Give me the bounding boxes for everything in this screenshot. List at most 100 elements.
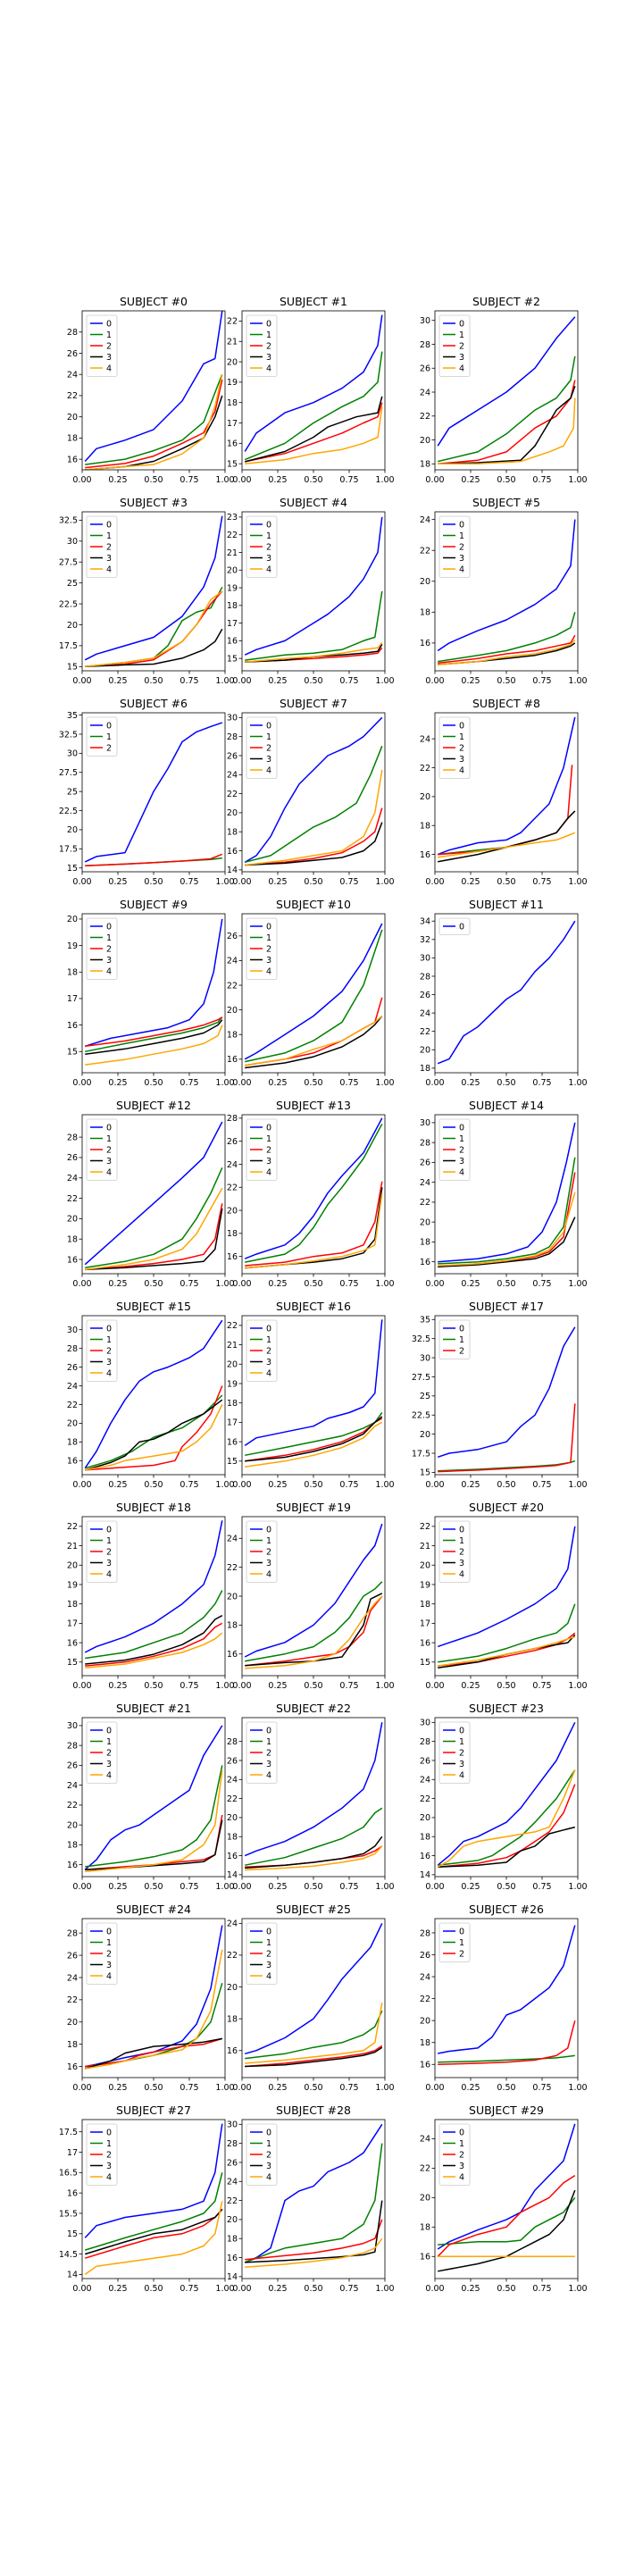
- y-tick-label: 16: [67, 2188, 78, 2198]
- legend-label: 2: [106, 1346, 112, 1356]
- y-tick-label: 18: [227, 828, 238, 838]
- legend-label: 1: [266, 531, 271, 541]
- x-tick-label: 0.75: [339, 676, 358, 686]
- legend-label: 1: [106, 1134, 112, 1144]
- x-tick-label: 0.25: [461, 1279, 480, 1289]
- x-tick-label: 0.25: [108, 1078, 127, 1088]
- legend-label: 2: [266, 1346, 271, 1356]
- series-line-1: [85, 373, 223, 465]
- series-line-2: [245, 997, 383, 1066]
- legend-label: 4: [106, 1971, 112, 1981]
- y-tick-label: 18: [67, 1438, 78, 1448]
- series-line-3: [84, 1399, 223, 1471]
- legend-label: 3: [106, 956, 112, 966]
- x-tick-label: 0.75: [532, 1279, 551, 1289]
- subject-chart: SUBJECT #100.00 0.25 0.50 0.75 1.00161820222…: [227, 898, 395, 1088]
- series-line-0: [438, 1122, 576, 1263]
- y-tick-label: 19: [227, 583, 238, 593]
- legend: 0: [438, 917, 471, 935]
- y-tick-label: 27.5: [412, 1373, 430, 1383]
- legend-label: 2: [106, 542, 112, 552]
- x-tick-label: 0.75: [532, 877, 551, 887]
- chart-title: SUBJECT #12: [116, 1099, 191, 1112]
- y-tick-label: 18: [420, 1238, 430, 1248]
- y-tick-label: 24: [227, 1919, 238, 1929]
- legend-label: 4: [459, 1569, 464, 1579]
- x-tick-label: 1.00: [568, 1078, 587, 1088]
- x-tick-label: 0.75: [339, 877, 358, 887]
- subject-chart: SUBJECT #80.00 0.25 0.50 0.75 1.001618202224…: [420, 697, 588, 887]
- x-tick-label: 0.50: [144, 1681, 163, 1691]
- y-tick-label: 17: [67, 994, 78, 1004]
- y-tick-label: 28: [67, 328, 78, 338]
- legend-label: 3: [266, 1760, 271, 1769]
- y-tick-label: 28: [227, 1737, 238, 1747]
- legend-label: 2: [106, 1949, 112, 1959]
- legend-label: 0: [106, 1324, 112, 1334]
- chart-title: SUBJECT #3: [120, 496, 188, 509]
- y-tick-label: 20: [67, 1820, 78, 1830]
- x-tick-label: 0.50: [304, 1078, 322, 1088]
- subject-chart: SUBJECT #220.00 0.25 0.50 0.75 1.00141618202…: [227, 1702, 395, 1892]
- x-tick-label: 0.00: [72, 475, 91, 485]
- x-tick-label: 0.00: [72, 1078, 91, 1088]
- legend-label: 2: [266, 743, 271, 753]
- x-tick-label: 0.75: [339, 475, 358, 485]
- series-line-1: [245, 746, 383, 864]
- legend-label: 2: [106, 1748, 112, 1758]
- y-tick-label: 20: [420, 1813, 430, 1823]
- x-tick-label: 1.00: [215, 1480, 234, 1490]
- legend-label: 0: [459, 1726, 464, 1735]
- y-tick-label: 21: [227, 338, 238, 347]
- y-tick-label: 28: [420, 1737, 430, 1747]
- series-line-1: [438, 612, 576, 663]
- x-tick-label: 1.00: [568, 877, 587, 887]
- series-lines: [244, 516, 383, 663]
- legend-label: 0: [459, 520, 464, 530]
- legend-label: 3: [106, 1358, 112, 1367]
- legend-label: 1: [106, 1335, 112, 1345]
- x-tick-label: 0.00: [425, 1279, 444, 1289]
- y-tick-label: 26: [67, 1363, 78, 1373]
- series-line-0: [84, 311, 223, 463]
- y-tick-label: 16: [420, 1852, 430, 1861]
- chart-title: SUBJECT #28: [276, 2103, 351, 2117]
- y-tick-label: 22: [227, 2196, 238, 2206]
- x-tick-label: 0.00: [425, 2284, 444, 2294]
- series-lines: [437, 1326, 576, 1473]
- series-line-4: [85, 1949, 223, 2070]
- x-tick-label: 0.75: [532, 1078, 551, 1088]
- legend-label: 1: [459, 1938, 464, 1948]
- x-tick-label: 0.00: [232, 2284, 251, 2294]
- series-lines: [437, 920, 576, 1065]
- legend-label: 1: [459, 2139, 464, 2149]
- legend-label: 0: [266, 1123, 271, 1133]
- series-line-0: [437, 519, 576, 652]
- legend-label: 1: [459, 531, 464, 541]
- legend-label: 0: [106, 319, 112, 329]
- x-tick-label: 0.25: [461, 475, 480, 485]
- series-line-4: [438, 397, 576, 465]
- subject-chart: SUBJECT #20.00 0.25 0.50 0.75 1.001820222426…: [420, 295, 588, 485]
- y-tick-label: 24: [420, 2135, 430, 2145]
- series-line-1: [245, 1123, 383, 1263]
- series-line-0: [437, 1326, 576, 1459]
- subject-chart: SUBJECT #210.00 0.25 0.50 0.75 1.00161820222…: [67, 1702, 235, 1892]
- series-line-1: [85, 1982, 223, 2068]
- legend-label: 2: [106, 1547, 112, 1557]
- x-tick-label: 0.00: [72, 2284, 91, 2294]
- y-tick-label: 22: [67, 1522, 78, 1532]
- x-tick-label: 0.75: [532, 2284, 551, 2294]
- legend-label: 0: [106, 1927, 112, 1936]
- x-tick-label: 0.25: [461, 2083, 480, 2093]
- series-line-2: [245, 2219, 383, 2261]
- x-tick-label: 0.00: [425, 877, 444, 887]
- subject-chart: SUBJECT #00.00 0.25 0.50 0.75 1.001618202224…: [67, 295, 235, 485]
- legend-label: 2: [266, 542, 271, 552]
